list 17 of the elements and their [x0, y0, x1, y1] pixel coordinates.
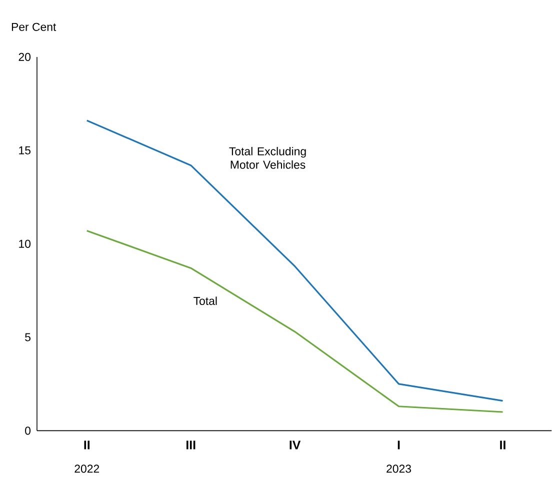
x-tick-label: IV	[290, 440, 301, 450]
y-tick-label: 10	[19, 240, 31, 248]
text: 2022	[74, 464, 100, 473]
x-tick-label: II	[84, 440, 90, 450]
y-tick-label: 20	[18, 53, 31, 62]
y-axis-title: Per Cent	[12, 23, 56, 32]
line-series	[86, 230, 504, 413]
x-tick-label: III	[186, 440, 196, 450]
y-tick-label: 5	[25, 333, 30, 342]
x-tick-label: II	[500, 440, 506, 450]
text: 2023	[386, 464, 411, 473]
x-tick-label: I	[398, 440, 400, 450]
y-tick-label: 0	[25, 426, 31, 435]
y-tick-label: 15	[19, 146, 30, 155]
line-series	[86, 120, 504, 402]
text: Total Excluding Motor Vehicles	[229, 147, 306, 169]
series-label: Total	[194, 296, 217, 306]
